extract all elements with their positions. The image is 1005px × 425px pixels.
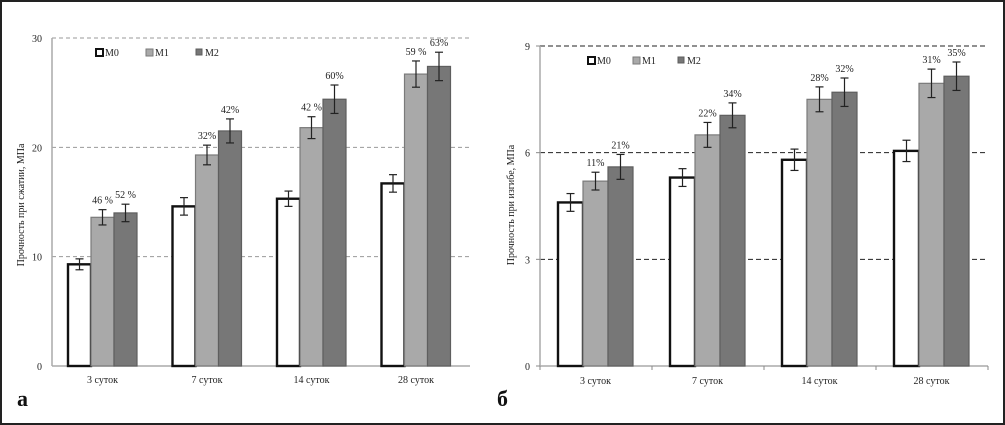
bar-annotations-b: 11% 21% 22% 34% 28% 32% 31% 35% [587, 48, 966, 169]
x-tick-label: 7 суток [692, 376, 723, 387]
y-tick-labels-b: 0 3 6 9 [525, 42, 540, 373]
panel-label-a: а [17, 386, 28, 411]
bar-m0 [668, 176, 697, 368]
data-label: 11% [587, 158, 605, 169]
bar-m2 [113, 212, 138, 367]
y-tick-label: 30 [32, 34, 42, 45]
x-category-labels-b: 3 суток 7 суток 14 суток 28 суток [580, 376, 950, 387]
data-label: 42 % [301, 103, 322, 114]
bar-m1 [582, 180, 609, 367]
bar-m0 [275, 197, 302, 368]
bar-m1 [694, 134, 721, 367]
legend-label-m1: M1 [642, 56, 656, 67]
legend-a: M0 M1 M2 [95, 48, 219, 59]
y-tick-label: 3 [525, 255, 530, 266]
legend-label-m0: M0 [597, 56, 611, 67]
legend-swatch-m2 [195, 48, 203, 56]
legend-swatch-m1 [632, 56, 641, 65]
legend-swatch-m0 [95, 48, 104, 57]
bar-m2 [719, 114, 746, 367]
data-label: 32% [835, 64, 853, 75]
x-tick-label: 14 суток [294, 375, 330, 386]
data-label: 22% [698, 108, 716, 119]
bars-b [556, 75, 970, 368]
y-tick-label: 20 [32, 143, 42, 154]
bar-m2 [322, 98, 347, 367]
data-label: 60% [325, 71, 343, 82]
bar-m1 [194, 154, 220, 367]
x-tick-label: 28 суток [398, 375, 434, 386]
bar-m0 [892, 149, 921, 368]
legend-swatch-m2 [677, 56, 685, 64]
y-axis-label-a: Прочность при сжатии, МПа [16, 143, 27, 266]
data-label: 46 % [92, 196, 113, 207]
bar-m0 [780, 158, 809, 368]
y-tick-label: 0 [525, 362, 530, 373]
data-label: 28% [810, 73, 828, 84]
legend-swatch-m1 [145, 48, 154, 57]
bar-m2 [217, 130, 243, 367]
bar-m0 [66, 263, 93, 368]
data-label: 42% [221, 105, 239, 116]
y-axis-label-b: Прочность при изгибе, МПа [506, 144, 517, 265]
legend-swatch-m0 [587, 56, 596, 65]
panel-label-b: б [497, 386, 508, 411]
legend-label-m0: M0 [105, 48, 119, 59]
legend-b: M0 M1 M2 [587, 56, 701, 67]
bar-m2 [831, 91, 858, 367]
legend-label-m2: M2 [687, 56, 701, 67]
data-label: 34% [723, 89, 741, 100]
legend-label-m1: M1 [155, 48, 169, 59]
bar-m0 [171, 205, 197, 368]
x-tick-label: 3 суток [87, 375, 118, 386]
bars-a [66, 65, 452, 368]
x-tick-label: 28 суток [914, 376, 950, 387]
y-tick-label: 6 [525, 149, 530, 160]
x-tick-label: 3 суток [580, 376, 611, 387]
data-label: 21% [611, 140, 629, 151]
y-tick-label: 0 [37, 362, 42, 373]
error-bars-a [75, 51, 443, 271]
bar-m1 [90, 216, 115, 367]
bar-annotations-a: 46 % 52 % 32% 42% 42 % 60% 59 %63% [92, 38, 448, 206]
error-bars-b [566, 61, 961, 212]
y-tick-label: 10 [32, 253, 42, 264]
data-label: 35% [947, 48, 965, 59]
data-label: 31% [922, 55, 940, 66]
x-category-labels-a: 3 суток 7 суток 14 суток 28 суток [87, 375, 434, 386]
legend-label-m2: M2 [205, 48, 219, 59]
bar-m2 [943, 75, 970, 367]
chart-compression-strength: 0 10 20 30 46 % 52 % 32% 42% 42 % 60% 59 %63% 3 с… [16, 34, 470, 411]
bar-m2 [426, 65, 452, 367]
x-tick-label: 14 суток [802, 376, 838, 387]
bar-m2 [607, 166, 634, 367]
data-label: 63% [430, 38, 448, 49]
y-tick-label: 9 [525, 42, 530, 53]
bar-m0 [380, 182, 406, 368]
bar-m0 [556, 201, 585, 368]
bar-m1 [403, 73, 429, 367]
data-label: 52 % [115, 190, 136, 201]
bar-m1 [806, 98, 833, 367]
chart-flexural-strength: 0 3 6 9 11% 21% 22% 34% 28% 32% 31% 35% 3 суток 7 с… [497, 42, 989, 411]
y-tick-labels-a: 0 10 20 30 [32, 34, 42, 373]
bar-m1 [918, 82, 945, 367]
data-label: 32% [198, 131, 216, 142]
bar-m1 [299, 127, 324, 367]
x-tick-label: 7 суток [192, 375, 223, 386]
data-label: 59 % [406, 47, 427, 58]
